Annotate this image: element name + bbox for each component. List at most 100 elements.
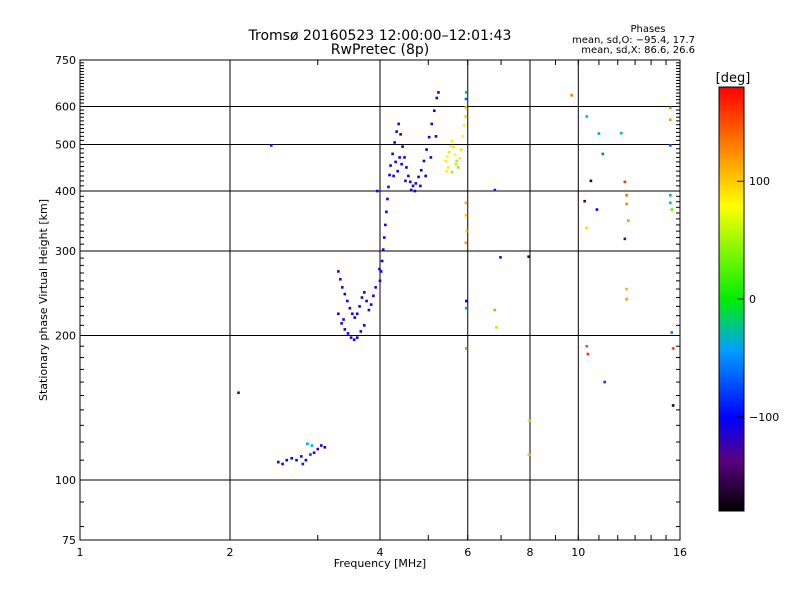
echo-point	[351, 312, 354, 316]
echo-point	[432, 109, 436, 113]
phase-heading: Phases	[630, 24, 665, 35]
echo-point	[359, 330, 363, 333]
colorbar	[718, 86, 745, 512]
echo-point	[386, 197, 389, 201]
echo-point	[419, 168, 423, 172]
echo-point	[669, 193, 672, 197]
echo-point	[495, 326, 498, 329]
echo-point	[455, 159, 458, 163]
echo-point	[316, 447, 320, 451]
echo-point	[464, 115, 467, 118]
echo-point	[413, 189, 417, 193]
echo-point	[437, 91, 440, 94]
echo-point	[401, 145, 404, 148]
echo-point	[323, 446, 327, 449]
echo-point	[375, 189, 379, 193]
echo-point	[447, 150, 451, 154]
echo-point	[369, 303, 373, 306]
y-tick-label: 75	[62, 534, 76, 547]
echo-point	[306, 442, 309, 446]
colorbar-tick-label: −100	[749, 411, 779, 424]
x-axis-label: Frequency [MHz]	[334, 557, 426, 570]
echo-point	[424, 174, 427, 178]
echo-point	[585, 344, 589, 348]
echo-point	[340, 322, 343, 325]
echo-point	[407, 174, 410, 178]
echo-point	[408, 180, 412, 184]
echo-point	[409, 188, 413, 192]
echo-point	[276, 460, 280, 464]
echo-point	[585, 226, 589, 230]
echo-point	[358, 305, 361, 308]
echo-point	[417, 175, 420, 179]
echo-point	[348, 306, 352, 310]
y-tick-label: 300	[55, 245, 76, 258]
echo-point	[404, 179, 407, 183]
echo-point	[445, 169, 448, 173]
colorbar-label: [deg]	[716, 71, 751, 86]
echo-point	[380, 259, 384, 263]
echo-point	[301, 462, 305, 466]
echo-point	[310, 444, 314, 447]
echo-point	[405, 166, 408, 169]
echo-point	[499, 256, 502, 259]
echo-point	[427, 135, 431, 139]
x-tick-label: 8	[527, 546, 534, 559]
echo-point	[627, 219, 630, 222]
echo-point	[669, 106, 672, 110]
echo-point	[446, 155, 449, 158]
echo-point	[387, 185, 390, 189]
echo-point	[435, 96, 439, 100]
phase-o-stats: mean, sd,O: −95.4, 17.7	[572, 35, 695, 46]
x-tick-label: 10	[571, 546, 585, 559]
echo-point	[452, 145, 455, 149]
echo-point	[349, 336, 353, 339]
echo-point	[391, 152, 394, 156]
echo-point	[669, 144, 672, 147]
echo-point	[597, 132, 601, 135]
echo-point	[527, 255, 530, 258]
echo-point	[382, 236, 386, 239]
echo-point	[360, 296, 364, 299]
echo-point	[367, 308, 371, 312]
echo-point	[464, 105, 468, 109]
echo-point	[586, 352, 590, 356]
echo-point	[393, 141, 396, 144]
echo-point	[384, 223, 387, 227]
echo-point	[337, 312, 340, 316]
colorbar-ticks: 100 0 −100	[737, 175, 779, 424]
echo-point	[295, 458, 298, 462]
echo-point	[374, 286, 377, 289]
echo-point	[400, 162, 403, 166]
echo-point	[414, 182, 418, 185]
echo-point	[671, 404, 675, 407]
echo-point	[446, 166, 450, 169]
echo-point	[464, 91, 468, 94]
data-points	[237, 91, 675, 466]
echo-point	[237, 391, 240, 395]
echo-point	[620, 131, 623, 135]
echo-point	[493, 308, 497, 312]
echo-point	[669, 201, 672, 205]
echo-point	[290, 456, 294, 460]
echo-point	[670, 331, 674, 334]
echo-point	[342, 318, 345, 321]
echo-point	[281, 462, 284, 466]
y-axis-label: Stationary phase Virtual Height [km]	[37, 199, 50, 401]
plot-frame	[79, 59, 681, 541]
echo-point	[464, 229, 468, 233]
echo-point	[381, 248, 385, 251]
echo-point	[372, 294, 375, 298]
tick-layer: 1 2 4 6 8 10 16 75 100 200 300 400 500 600 750	[55, 54, 687, 559]
echo-point	[343, 328, 347, 331]
echo-point	[461, 135, 464, 138]
echo-point	[379, 270, 383, 273]
echo-point	[285, 458, 289, 462]
echo-point	[459, 148, 463, 151]
echo-point	[343, 292, 347, 296]
colorbar-tick-label: 0	[749, 293, 756, 306]
echo-point	[453, 153, 457, 157]
echo-point	[340, 286, 344, 289]
echo-point	[353, 316, 357, 319]
